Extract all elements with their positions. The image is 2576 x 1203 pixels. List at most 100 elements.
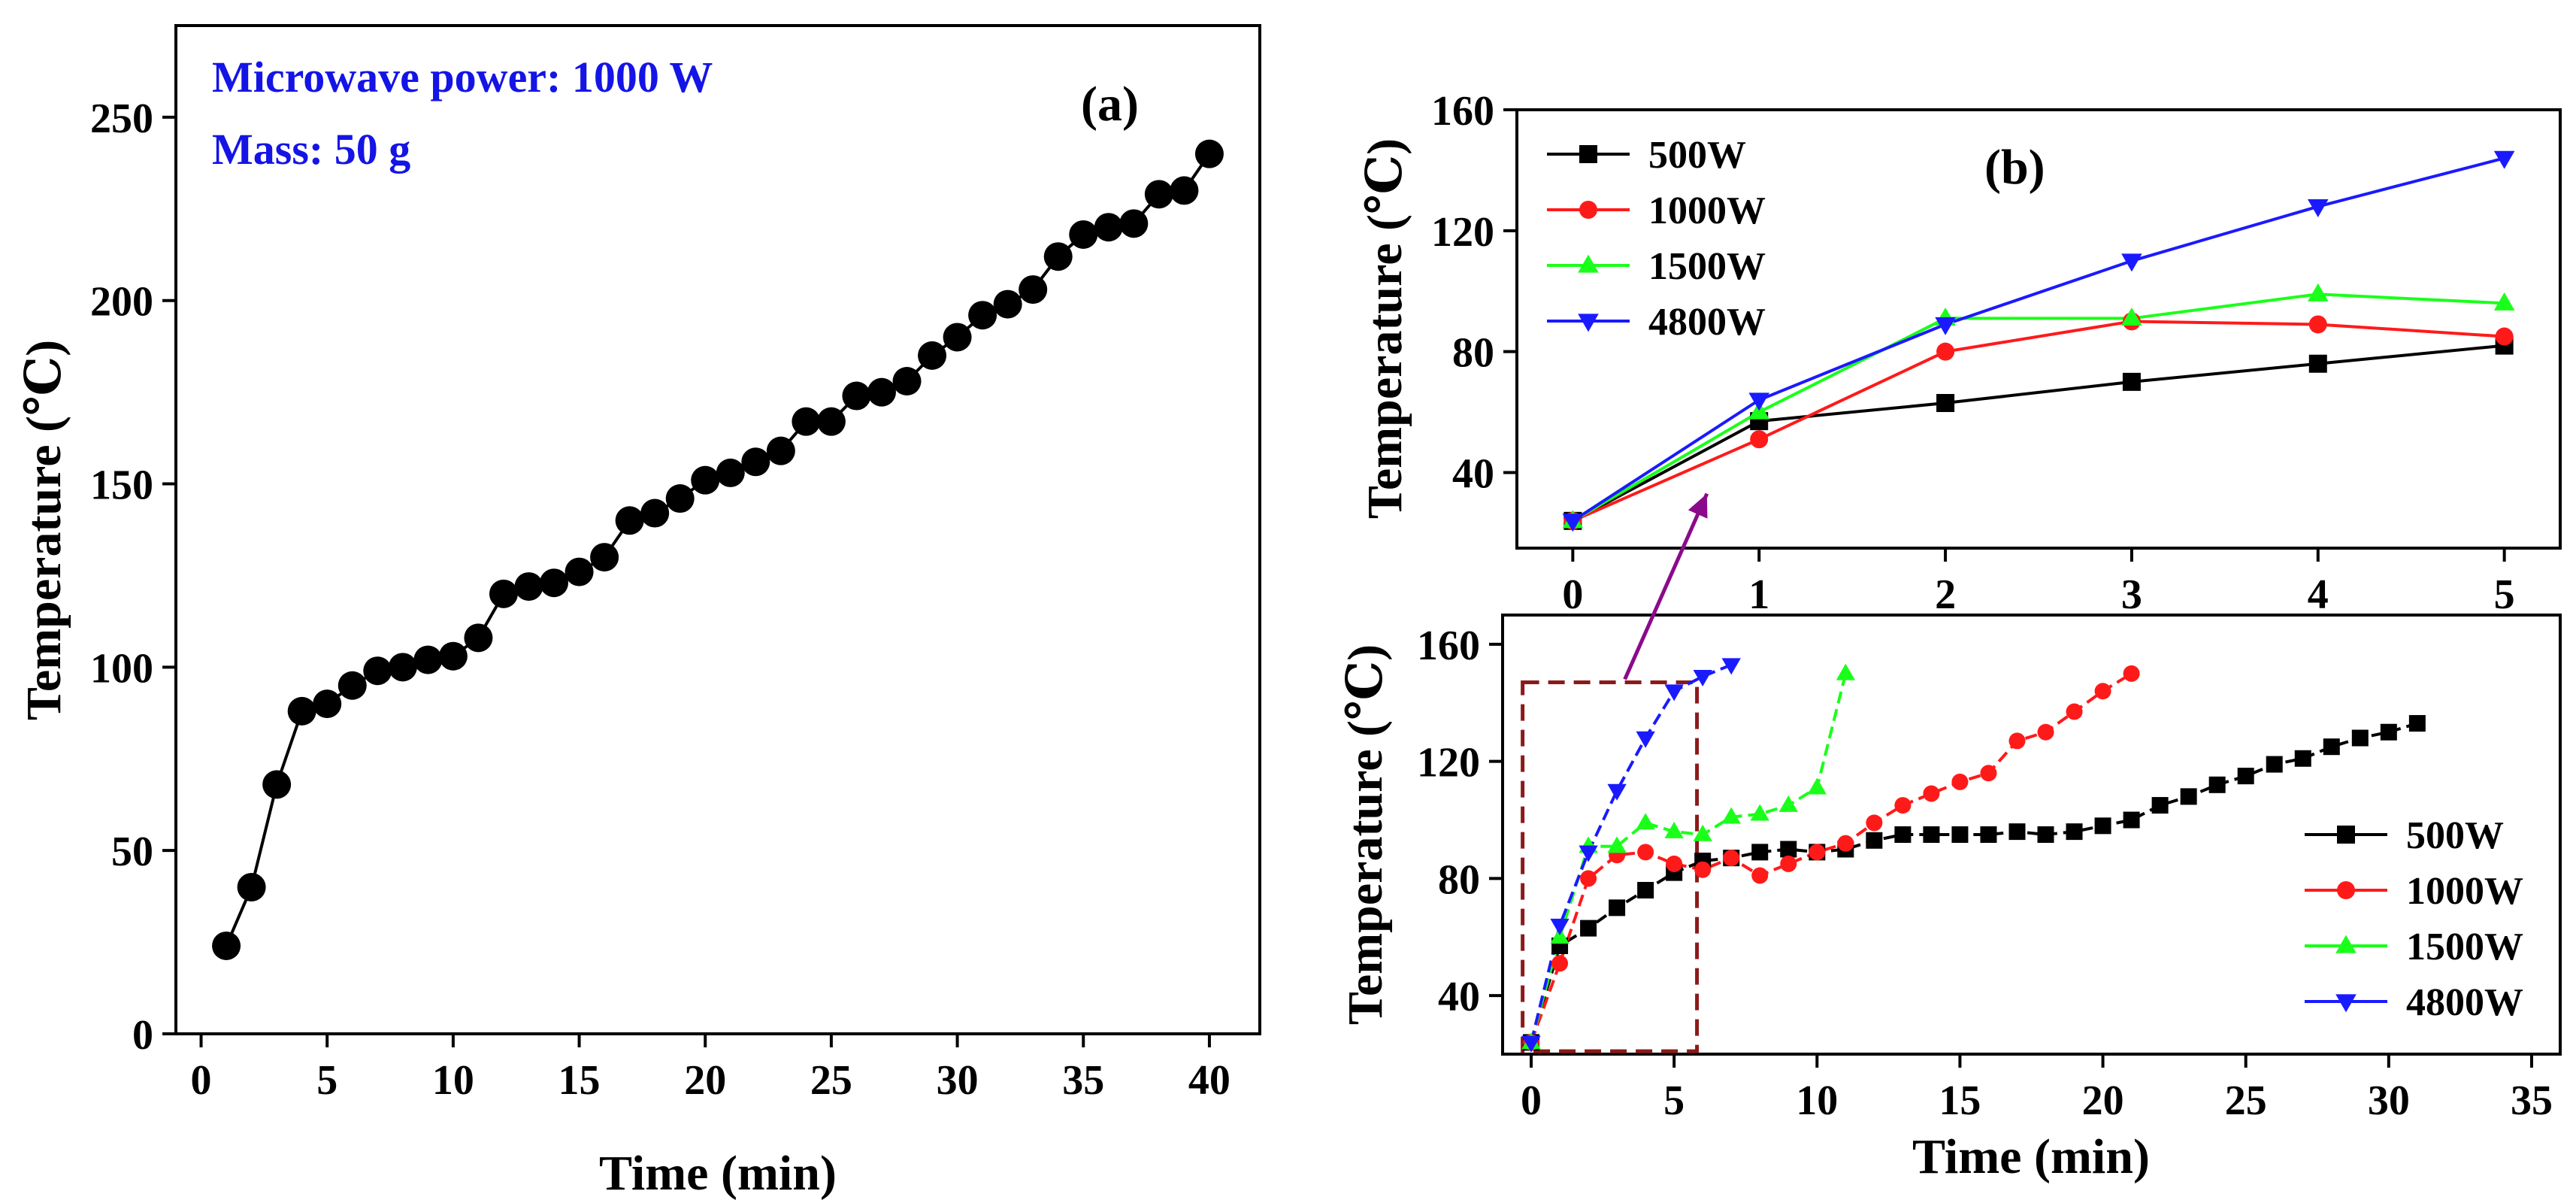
data-point-1000w bbox=[1809, 844, 1826, 861]
y-tick-label: 40 bbox=[1438, 974, 1480, 1020]
panel-b-top-legend: 500W 1000W 1500W 4800W bbox=[1547, 134, 1766, 344]
panel-b-top-y-axis-title: Temperature (℃) bbox=[1358, 138, 1412, 519]
data-point bbox=[1119, 209, 1149, 238]
data-point-1000w bbox=[2094, 683, 2111, 700]
data-point-1000w bbox=[2066, 703, 2083, 720]
data-point-500w bbox=[2323, 738, 2340, 756]
data-point-500w bbox=[2151, 797, 2169, 814]
x-tick-label: 30 bbox=[2368, 1077, 2410, 1124]
data-point bbox=[665, 484, 695, 514]
data-point bbox=[237, 872, 266, 901]
series-line-500w bbox=[1572, 344, 2505, 523]
x-tick-label: 20 bbox=[2082, 1077, 2124, 1124]
data-point bbox=[464, 623, 493, 653]
data-point bbox=[766, 436, 795, 465]
legend-marker bbox=[2335, 935, 2357, 953]
y-tick-label: 120 bbox=[1431, 209, 1494, 256]
panel-b-bottom-y-axis-title: Temperature (℃) bbox=[1338, 644, 1393, 1025]
legend-marker bbox=[2337, 826, 2355, 844]
data-point-500w bbox=[2008, 823, 2026, 841]
panel-b-bottom-frame bbox=[1501, 614, 2562, 1056]
data-point-500w bbox=[1637, 881, 1654, 898]
series-line-4800w bbox=[1572, 156, 2505, 523]
data-point bbox=[313, 689, 342, 719]
data-point bbox=[590, 543, 619, 572]
data-point bbox=[1170, 176, 1199, 205]
x-tick-label: 5 bbox=[2494, 571, 2515, 618]
data-point-500w bbox=[2094, 817, 2111, 835]
y-tick-label: 80 bbox=[1438, 856, 1480, 903]
data-point-500w bbox=[2351, 729, 2369, 747]
data-point-500w bbox=[2237, 768, 2254, 785]
data-point-4800w bbox=[1664, 684, 1684, 701]
data-point bbox=[388, 653, 417, 682]
data-point-1000w bbox=[1580, 870, 1597, 887]
data-point bbox=[363, 656, 392, 686]
panel-b-label: (b) bbox=[1984, 140, 2045, 195]
data-point-500w bbox=[2266, 756, 2283, 773]
data-point-4800w bbox=[1607, 783, 1627, 801]
legend-marker bbox=[1579, 201, 1597, 219]
data-point-500w bbox=[2380, 723, 2397, 741]
x-tick-label: 4 bbox=[2308, 571, 2329, 618]
data-point-1000w bbox=[1980, 765, 1997, 782]
series-line-1000w bbox=[1572, 320, 2505, 523]
data-point bbox=[413, 645, 443, 674]
panel-a-x-ticks: 0 5 10 15 20 25 30 35 40 bbox=[191, 1034, 1230, 1104]
series-line-500w bbox=[1530, 722, 2418, 1043]
data-point-500w bbox=[1951, 826, 1969, 843]
data-point-1000w bbox=[1723, 850, 1740, 867]
legend-marker bbox=[1578, 254, 1599, 273]
series-line-1500w bbox=[1572, 292, 2505, 523]
data-point bbox=[262, 770, 292, 799]
data-point-1500w bbox=[2307, 283, 2329, 302]
series-line-1500w bbox=[1530, 673, 1848, 1043]
data-point-1500w bbox=[1693, 824, 1712, 841]
data-point-500w bbox=[1980, 826, 1997, 843]
y-tick-label: 200 bbox=[90, 279, 153, 326]
data-point-1000w bbox=[2495, 327, 2514, 346]
x-tick-label: 30 bbox=[937, 1057, 979, 1104]
data-point-500w bbox=[2408, 715, 2426, 732]
data-point-1000w bbox=[1750, 430, 1769, 449]
data-point-500w bbox=[1609, 899, 1626, 917]
data-point-1500w bbox=[2493, 292, 2515, 311]
data-point bbox=[842, 381, 871, 411]
data-point-500w bbox=[1936, 394, 1955, 413]
data-point-1500w bbox=[1778, 795, 1798, 812]
y-tick-label: 0 bbox=[132, 1012, 153, 1059]
data-point bbox=[816, 407, 846, 436]
data-point bbox=[514, 572, 543, 602]
x-tick-label: 5 bbox=[1663, 1077, 1685, 1124]
data-point-1000w bbox=[1751, 867, 1769, 884]
series-line-1000-w bbox=[225, 153, 1211, 947]
data-point-4800w bbox=[1935, 317, 1956, 335]
y-tick-label: 160 bbox=[1417, 623, 1480, 669]
data-point-1000w bbox=[1923, 785, 1940, 802]
data-point bbox=[540, 568, 569, 598]
data-point bbox=[1194, 139, 1224, 168]
panel-b-top-y-ticks: 40 80 120 160 bbox=[1431, 88, 1517, 497]
panel-a: 0 5 10 15 20 25 30 35 40 0 50 100 150 200 250 Microwa… bbox=[17, 24, 1261, 1201]
data-point-1000w bbox=[1951, 773, 1969, 790]
data-point-1500w bbox=[1750, 804, 1769, 821]
y-tick-label: 100 bbox=[90, 645, 153, 692]
data-point-500w bbox=[2180, 788, 2197, 805]
data-point bbox=[212, 931, 241, 960]
zoom-arrow-line bbox=[1623, 492, 1709, 680]
panel-a-x-axis-title: Time (min) bbox=[599, 1146, 837, 1201]
data-point-4800w bbox=[1579, 845, 1598, 862]
data-point-4800w bbox=[1721, 658, 1741, 675]
y-tick-label: 150 bbox=[90, 462, 153, 509]
data-point-500w bbox=[1751, 844, 1769, 861]
legend-label: 4800W bbox=[1648, 301, 1766, 344]
data-point-500w bbox=[1866, 832, 1883, 849]
x-tick-label: 10 bbox=[1796, 1077, 1838, 1124]
data-point-4800w bbox=[2307, 199, 2329, 218]
data-point-1000w bbox=[1666, 855, 1683, 872]
x-tick-label: 20 bbox=[684, 1057, 726, 1104]
panel-b-bottom-y-ticks: 40 80 120 160 bbox=[1417, 623, 1503, 1020]
y-tick-label: 50 bbox=[111, 829, 153, 875]
legend-marker bbox=[2337, 881, 2355, 899]
